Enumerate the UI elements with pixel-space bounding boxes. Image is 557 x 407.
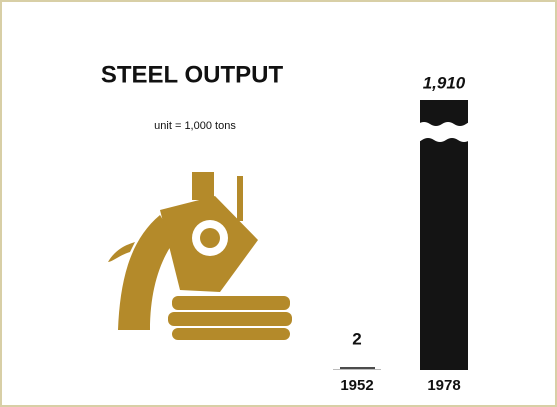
page: STEEL OUTPUT unit = 1,000 tons 1952 2 1978… — [0, 0, 557, 407]
value-label: 1,910 — [423, 73, 466, 92]
chart-title: STEEL OUTPUT — [101, 61, 284, 88]
x-tick-label: 1978 — [427, 377, 460, 394]
x-tick-label: 1952 — [340, 377, 373, 394]
value-label: 2 — [352, 329, 361, 348]
chart: STEEL OUTPUT unit = 1,000 tons 1952 2 1978… — [0, 0, 557, 407]
chart-subtitle: unit = 1,000 tons — [154, 120, 236, 132]
